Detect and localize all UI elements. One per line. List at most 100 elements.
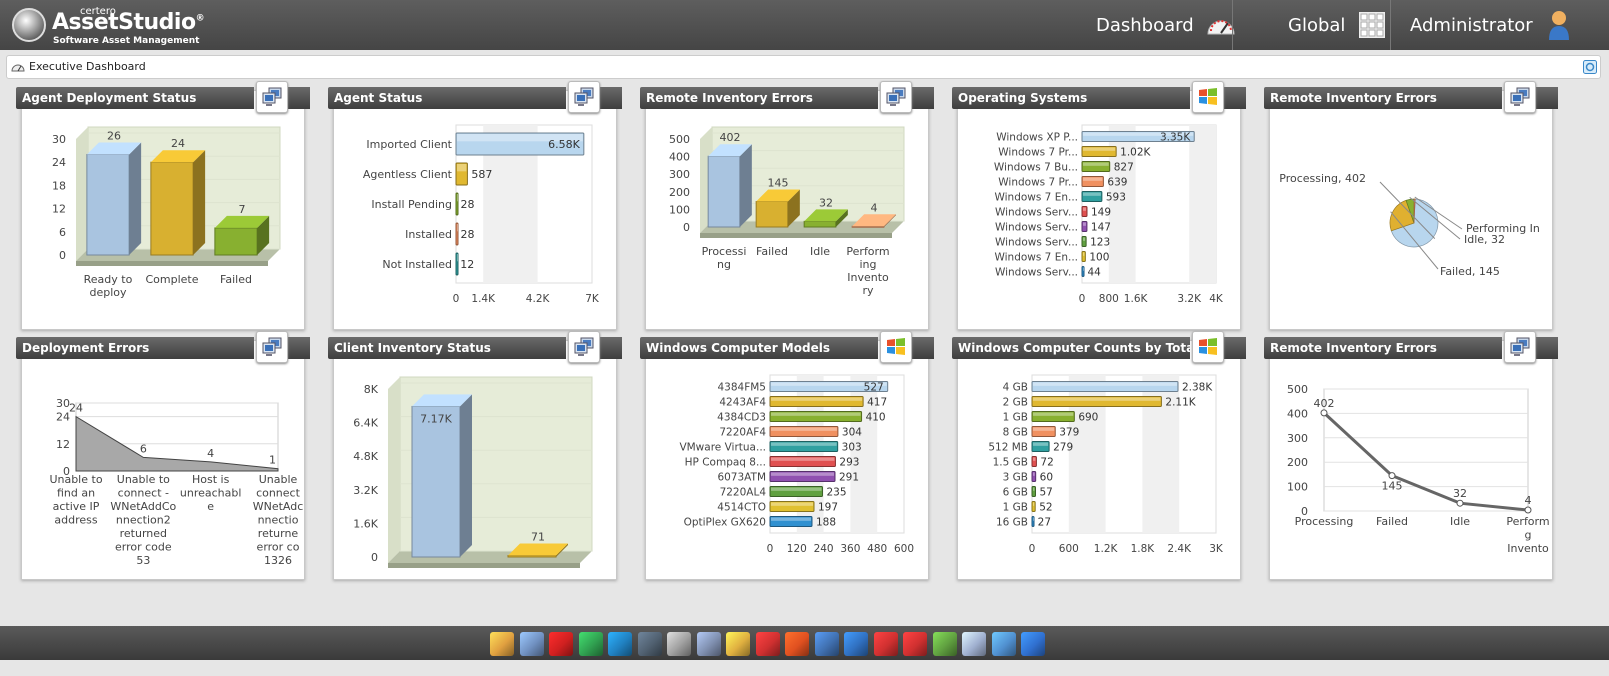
app-logo[interactable]: certero AssetStudio® Software Asset Mana… — [10, 6, 210, 46]
bar[interactable] — [1031, 516, 1035, 527]
nav-dashboard[interactable]: Dashboard — [1096, 0, 1236, 50]
map-icon[interactable] — [932, 632, 957, 656]
bar[interactable] — [1081, 236, 1087, 247]
bar[interactable] — [1031, 396, 1162, 407]
database-icon[interactable] — [696, 632, 721, 656]
bar[interactable] — [1081, 206, 1088, 217]
bar[interactable] — [150, 150, 206, 256]
panel-icon-button[interactable] — [568, 81, 600, 113]
bar[interactable] — [1031, 471, 1037, 482]
area-series[interactable] — [75, 415, 279, 472]
panel-icon-button[interactable] — [1504, 81, 1536, 113]
panel-title[interactable]: Client Inventory Status — [328, 337, 566, 359]
nav-global[interactable]: Global — [1288, 0, 1386, 50]
bar[interactable] — [769, 441, 839, 452]
bar[interactable] — [1081, 251, 1086, 262]
globe-icon[interactable] — [814, 632, 839, 656]
panel-icon-button[interactable] — [568, 331, 600, 363]
panel-title[interactable]: Agent Status — [328, 87, 566, 109]
bar[interactable] — [769, 516, 813, 527]
award-icon[interactable] — [755, 632, 780, 656]
panel-title[interactable]: Deployment Errors — [16, 337, 254, 359]
search-globe-icon[interactable] — [608, 632, 632, 656]
bar[interactable] — [1081, 191, 1103, 202]
refresh-icon[interactable] — [1583, 60, 1597, 74]
panel-icon-button[interactable] — [1192, 331, 1224, 363]
bar[interactable] — [769, 411, 863, 422]
windows-stack-icon[interactable] — [1021, 632, 1045, 656]
panel-chart[interactable]: Processing, 402 Failed, 145 Idle, 32Perfor… — [1270, 117, 1552, 327]
bar[interactable] — [1031, 381, 1179, 392]
panel-title[interactable]: Remote Inventory Errors — [1264, 87, 1502, 109]
panel-title[interactable]: Remote Inventory Errors — [640, 87, 878, 109]
windows-logo-icon[interactable] — [785, 632, 809, 656]
panel-chart[interactable]: 0 100 200 300 400 500 402 Processing 145 Failed 32… — [1270, 367, 1552, 577]
bar[interactable] — [803, 209, 848, 228]
panel-icon-button[interactable] — [880, 331, 912, 363]
bar[interactable] — [455, 192, 459, 216]
breadcrumb-label[interactable]: Executive Dashboard — [29, 60, 146, 73]
gears-icon[interactable] — [519, 632, 544, 656]
link-icon[interactable] — [667, 632, 691, 656]
panel-chart[interactable]: 0 600 1.2K 1.8K 2.4K 3K 4 GB 2.38K 2 GB 2.11K 1 GB… — [958, 367, 1240, 577]
line-series[interactable] — [1322, 411, 1529, 512]
panel-title[interactable]: Windows Computer Models — [640, 337, 878, 359]
bar[interactable] — [455, 162, 468, 186]
bar[interactable] — [214, 215, 270, 256]
pdf-icon[interactable] — [549, 632, 573, 656]
package-icon[interactable] — [726, 632, 750, 656]
network-pc-icon[interactable] — [637, 632, 662, 656]
network-icon[interactable] — [844, 632, 868, 656]
line-point[interactable] — [1320, 409, 1328, 417]
red-window-icon[interactable] — [903, 632, 927, 656]
bar[interactable] — [411, 394, 472, 558]
bar[interactable] — [851, 214, 896, 228]
panel-title[interactable]: Remote Inventory Errors — [1264, 337, 1502, 359]
panel-title[interactable]: Windows Computer Counts by Total M... — [952, 337, 1190, 359]
bar[interactable] — [1081, 146, 1117, 157]
bar[interactable] — [1031, 486, 1036, 497]
bar[interactable] — [1081, 161, 1111, 172]
panel-chart[interactable]: 0 1.6K 3.2K 4.8K 6.4K 8K 7.17K Success 71 Failure — [334, 367, 616, 577]
panel-chart[interactable]: 0 120 240 360 480 600 4384FM5 527 4243AF4 417 4384… — [646, 367, 928, 577]
bar[interactable] — [1031, 411, 1075, 422]
red-window-icon[interactable] — [873, 632, 898, 656]
panel-chart[interactable]: 0 100 200 300 400 500 402 Processing 145 Failed 32… — [646, 117, 928, 327]
panel-chart[interactable]: 0 1.4K 4.2K 7K Imported Client 6.58K Agentless… — [334, 117, 616, 327]
bar[interactable] — [1031, 501, 1036, 512]
bar[interactable] — [86, 142, 142, 256]
bar[interactable] — [1031, 426, 1056, 437]
bar[interactable] — [455, 132, 585, 156]
bar[interactable] — [707, 144, 752, 228]
bar[interactable] — [769, 486, 823, 497]
line-point[interactable] — [1388, 472, 1396, 480]
panel-icon-button[interactable] — [1192, 81, 1224, 113]
bar[interactable] — [1081, 221, 1088, 232]
bar[interactable] — [769, 396, 864, 407]
panel-title[interactable]: Operating Systems — [952, 87, 1190, 109]
panel-title[interactable]: Agent Deployment Status — [16, 87, 254, 109]
bar[interactable] — [769, 501, 815, 512]
bar[interactable] — [1031, 456, 1037, 467]
panel-icon-button[interactable] — [1504, 331, 1536, 363]
bar[interactable] — [755, 189, 800, 228]
bar[interactable] — [455, 252, 459, 276]
users-icon[interactable] — [490, 632, 514, 656]
panel-icon-button[interactable] — [880, 81, 912, 113]
panel-icon-button[interactable] — [256, 81, 288, 113]
nav-administrator[interactable]: Administrator — [1410, 0, 1571, 50]
bar[interactable] — [455, 222, 459, 246]
triangle-icon[interactable] — [578, 632, 603, 656]
bar[interactable] — [769, 456, 836, 467]
bar[interactable] — [769, 381, 889, 392]
line-point[interactable] — [1456, 499, 1464, 507]
bar[interactable] — [769, 426, 839, 437]
bar[interactable] — [1081, 131, 1195, 142]
bar[interactable] — [1031, 441, 1050, 452]
bar[interactable] — [507, 543, 568, 558]
check-window-icon[interactable] — [991, 632, 1016, 656]
disc-icon[interactable] — [962, 632, 986, 656]
bar[interactable] — [1081, 266, 1085, 277]
panel-icon-button[interactable] — [256, 331, 288, 363]
